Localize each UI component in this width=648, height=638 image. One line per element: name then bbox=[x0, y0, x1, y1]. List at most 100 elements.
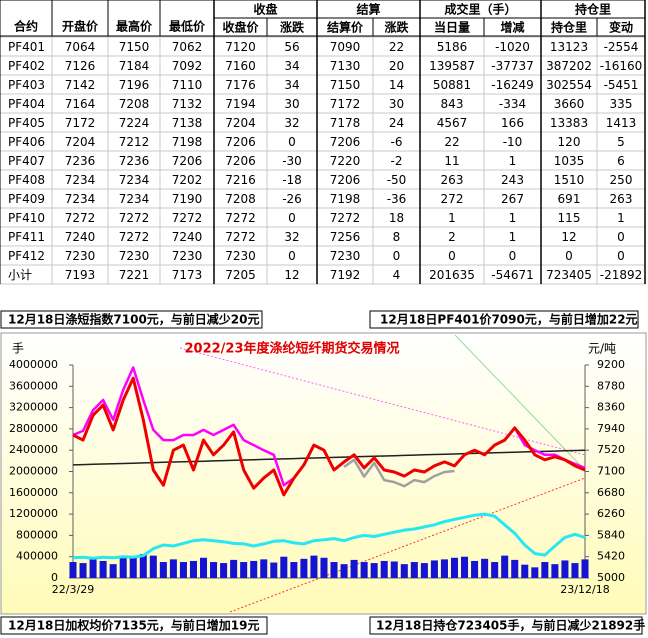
cell-text: 7198 bbox=[330, 192, 361, 206]
header-text: 涨跌 bbox=[384, 20, 409, 35]
cell-text: 小计 bbox=[8, 268, 32, 282]
cell-text: 7110 bbox=[172, 78, 203, 92]
guide-line bbox=[454, 334, 581, 466]
note-box bbox=[0, 616, 268, 635]
cell-text: 7234 bbox=[65, 173, 96, 187]
y2-tick-label: 8780 bbox=[597, 379, 625, 392]
bar bbox=[270, 562, 278, 578]
note: 12月18日涤短指数7100元，与前日减少20元 bbox=[8, 312, 260, 327]
cell-text: 7062 bbox=[172, 40, 203, 54]
note: 12月18日加权均价7135元，与前日增加19元 bbox=[8, 618, 260, 633]
cell-text: 7092 bbox=[172, 59, 203, 73]
bar bbox=[189, 560, 197, 578]
cell-text: 7206 bbox=[330, 173, 361, 187]
x-tick-label: 23/12/18 bbox=[560, 583, 609, 596]
bar bbox=[440, 559, 448, 578]
cell-text: 1510 bbox=[554, 173, 585, 187]
cell-text: 7272 bbox=[225, 230, 256, 244]
bar bbox=[199, 557, 208, 578]
cell-text: 7216 bbox=[225, 173, 256, 187]
bar bbox=[360, 562, 368, 578]
cell-text: -36 bbox=[387, 192, 407, 206]
cell-text: 335 bbox=[610, 97, 633, 111]
cell-text: 7230 bbox=[330, 249, 361, 263]
bar bbox=[310, 555, 318, 578]
bar bbox=[350, 559, 358, 578]
bar bbox=[581, 559, 589, 578]
y2-tick-label: 5840 bbox=[597, 528, 625, 541]
cell-text: 7184 bbox=[119, 59, 150, 73]
cell-text: 14 bbox=[389, 78, 404, 92]
note: 12月18日持仓723405手，与前日减少21892手 bbox=[376, 618, 645, 633]
cell-text: 263 bbox=[610, 192, 633, 206]
cell-text: 7208 bbox=[225, 192, 256, 206]
group-text: 成交里（手） bbox=[444, 2, 516, 17]
cell-text: 120 bbox=[558, 135, 581, 149]
cell-text: 1 bbox=[509, 211, 517, 225]
header-text: 涨跌 bbox=[280, 20, 305, 35]
bar bbox=[430, 560, 438, 578]
cell-text: 0 bbox=[448, 249, 456, 263]
note: 12月18日PF401价7090元，与前日增加22元 bbox=[380, 312, 638, 327]
bar bbox=[290, 562, 298, 578]
cell-text: -334 bbox=[499, 97, 526, 111]
group-text: 持仓里 bbox=[575, 2, 611, 17]
y-tick-label: 1600000 bbox=[9, 486, 58, 499]
cell-text: 1 bbox=[448, 211, 456, 225]
y2-axis-label: 元/吨 bbox=[588, 342, 616, 356]
bar bbox=[99, 560, 107, 578]
header-text: 最低价 bbox=[169, 19, 206, 34]
cell-text: 7132 bbox=[172, 97, 203, 111]
note-box bbox=[0, 310, 263, 329]
cell-text: PF410 bbox=[8, 211, 45, 225]
cell-text: -26 bbox=[282, 192, 302, 206]
cell-text: -50 bbox=[387, 173, 407, 187]
cell-text: 7172 bbox=[330, 97, 361, 111]
line bbox=[343, 458, 455, 488]
cell-text: 32 bbox=[284, 230, 299, 244]
cell-text: 12 bbox=[561, 230, 576, 244]
cell-text: 723405 bbox=[546, 268, 592, 282]
bar bbox=[119, 556, 127, 578]
bar bbox=[109, 564, 117, 578]
cell-text: 12 bbox=[284, 268, 299, 282]
bar bbox=[410, 562, 418, 578]
cell-text: 2 bbox=[448, 230, 456, 244]
y2-tick-label: 9200 bbox=[597, 358, 625, 371]
cell-text: 7172 bbox=[65, 116, 96, 130]
cell-text: 22 bbox=[444, 135, 459, 149]
bar bbox=[149, 555, 157, 578]
bar bbox=[159, 562, 167, 578]
bar bbox=[179, 562, 187, 578]
y-tick-label: 2000000 bbox=[9, 465, 58, 478]
cell-text: 4567 bbox=[437, 116, 468, 130]
cell-text: 7221 bbox=[119, 268, 150, 282]
cell-text: 50881 bbox=[433, 78, 471, 92]
cell-text: 7212 bbox=[119, 135, 150, 149]
cell-text: 7204 bbox=[65, 135, 96, 149]
cell-text: 7190 bbox=[172, 192, 203, 206]
cell-text: 7130 bbox=[330, 59, 361, 73]
bar bbox=[280, 556, 288, 578]
y-tick-label: 2400000 bbox=[9, 443, 58, 456]
cell-text: 7126 bbox=[65, 59, 96, 73]
cell-text: 7150 bbox=[119, 40, 150, 54]
cell-text: 0 bbox=[617, 249, 625, 263]
bar bbox=[69, 562, 77, 578]
cell-text: 1413 bbox=[606, 116, 637, 130]
cell-text: PF403 bbox=[8, 78, 45, 92]
cell-text: 30 bbox=[389, 97, 404, 111]
cell-text: 302554 bbox=[546, 78, 592, 92]
header-text: 增减 bbox=[500, 20, 524, 35]
cell-text: 7173 bbox=[172, 268, 203, 282]
cell-text: 7138 bbox=[172, 116, 203, 130]
cell-text: -5451 bbox=[604, 78, 639, 92]
y2-tick-label: 6260 bbox=[597, 507, 625, 520]
cell-text: 0 bbox=[509, 249, 517, 263]
y2-tick-label: 7100 bbox=[597, 465, 625, 478]
cell-text: 7204 bbox=[225, 116, 256, 130]
bar bbox=[501, 555, 509, 578]
bar bbox=[89, 559, 97, 578]
cell-text: 34 bbox=[284, 59, 299, 73]
y2-tick-label: 5000 bbox=[597, 571, 625, 584]
